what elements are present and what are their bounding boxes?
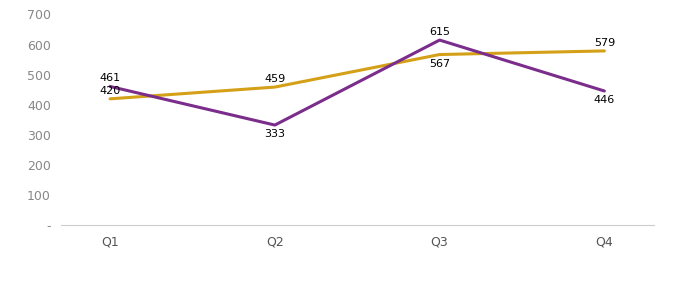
Text: 420: 420 bbox=[100, 86, 121, 96]
2019 bbox=[601, 49, 609, 53]
Text: 615: 615 bbox=[429, 27, 450, 37]
Text: 446: 446 bbox=[594, 95, 615, 105]
2019 bbox=[106, 97, 114, 101]
2020 bbox=[601, 89, 609, 93]
2020 bbox=[106, 85, 114, 88]
Text: 567: 567 bbox=[429, 59, 450, 69]
2020 bbox=[271, 123, 279, 127]
Text: 459: 459 bbox=[264, 74, 286, 84]
2019 bbox=[271, 85, 279, 89]
2019 bbox=[435, 53, 443, 56]
Line: 2019: 2019 bbox=[110, 51, 605, 99]
2020 bbox=[435, 38, 443, 42]
Text: 579: 579 bbox=[594, 38, 615, 48]
Text: 461: 461 bbox=[100, 73, 121, 84]
Line: 2020: 2020 bbox=[110, 40, 605, 125]
Text: 333: 333 bbox=[264, 129, 285, 139]
